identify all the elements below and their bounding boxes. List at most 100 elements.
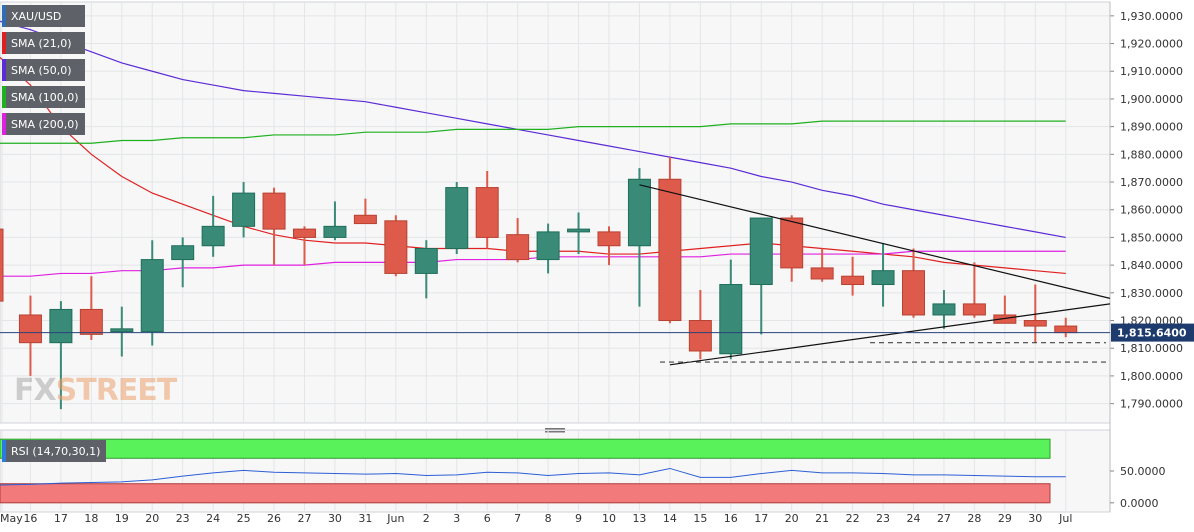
legend-swatch-icon [2, 440, 6, 462]
y-tick-label: 1,910.0000 [1120, 65, 1183, 78]
legend-item-sma21[interactable]: SMA (21,0) [2, 32, 85, 54]
candle-body [688, 320, 712, 352]
y-tick-label: 1,830.0000 [1120, 287, 1183, 300]
y-tick-label: 1,810.0000 [1120, 342, 1183, 355]
legend-swatch-icon [2, 86, 6, 108]
x-tick-label: 26 [267, 512, 281, 525]
x-tick-label: 21 [815, 512, 829, 525]
candle-body [445, 187, 469, 250]
x-tick-label: 19 [115, 512, 129, 525]
x-tick-label: Jun [386, 512, 404, 525]
rsi-overbought-zone [0, 438, 1051, 459]
candle-body [871, 270, 895, 286]
x-tick-label: 27 [298, 512, 312, 525]
x-tick-label: 2 [423, 512, 430, 525]
candle-body [384, 220, 408, 274]
x-tick-label: 9 [575, 512, 582, 525]
candle-body [18, 314, 42, 344]
sma-line [0, 20, 1066, 239]
triangle-upper-trendline [639, 184, 1111, 299]
x-tick-label: 24 [206, 512, 220, 525]
candle-body [993, 314, 1017, 324]
candle-body [475, 187, 499, 238]
legend-item-sma200[interactable]: SMA (200,0) [2, 113, 85, 135]
y-tick-label: 1,870.0000 [1120, 176, 1183, 189]
y-tick-label: 1,790.0000 [1120, 398, 1183, 411]
candle-body [506, 234, 530, 261]
y-tick-label: 1,920.0000 [1120, 38, 1183, 51]
x-tick-label: 14 [663, 512, 677, 525]
candle-body [749, 217, 773, 286]
x-tick-label: 31 [358, 512, 372, 525]
rsi-legend-item[interactable]: RSI (14,70,30,1) [2, 440, 107, 462]
rsi-y-tick-label: 0.0000 [1120, 497, 1159, 510]
candle-body [323, 225, 347, 238]
rsi-oversold-zone [0, 483, 1051, 504]
candle-body [140, 259, 164, 333]
candle-body [262, 192, 286, 230]
legend-swatch-icon [2, 5, 6, 27]
x-tick-label: 15 [693, 512, 707, 525]
fxstreet-logo: FXSTREET [14, 373, 177, 408]
x-tick-label: May [0, 512, 23, 525]
x-tick-label: 13 [632, 512, 646, 525]
y-tick-label: 1,860.0000 [1120, 204, 1183, 217]
x-tick-label: 24 [907, 512, 921, 525]
y-tick-label: 1,850.0000 [1120, 231, 1183, 244]
x-tick-label: 17 [754, 512, 768, 525]
candle-body [567, 228, 591, 233]
legend-swatch-icon [2, 59, 6, 81]
candle-body [79, 308, 103, 335]
legend-item-sma50[interactable]: SMA (50,0) [2, 59, 85, 81]
legend-label: SMA (21,0) [11, 36, 72, 50]
legend-item-xauusd[interactable]: XAU/USD [2, 5, 85, 27]
sma-line [0, 120, 1066, 144]
x-tick-label: 18 [84, 512, 98, 525]
x-tick-label: 16 [724, 512, 738, 525]
x-tick-label: 25 [237, 512, 251, 525]
rsi-label-text: RSI (14,70,30,1) [11, 444, 101, 458]
candle-body [627, 178, 651, 247]
last-price-tag [1111, 323, 1194, 342]
candle-body [353, 214, 377, 225]
x-tick-label: 28 [967, 512, 981, 525]
pane-splitter-handle [545, 431, 565, 433]
x-tick-label: 16 [23, 512, 37, 525]
x-tick-label: 27 [937, 512, 951, 525]
x-tick-label: 8 [545, 512, 552, 525]
candle-body [719, 284, 743, 355]
candle-body [932, 303, 956, 316]
legend-label: SMA (200,0) [11, 117, 79, 131]
candle-body [49, 308, 73, 344]
x-tick-label: 29 [998, 512, 1012, 525]
candle-body [841, 275, 865, 286]
candle-body [962, 303, 986, 316]
sma-line [0, 250, 1066, 277]
candle-body [902, 270, 925, 316]
y-tick-label: 1,880.0000 [1120, 148, 1183, 161]
x-tick-label: 22 [846, 512, 860, 525]
candle-body [414, 248, 438, 274]
x-tick-label: 30 [328, 512, 342, 525]
candle-body [658, 178, 682, 322]
pane-splitter-handle [545, 428, 565, 430]
sma-line [0, 56, 1066, 275]
x-tick-label: 30 [1028, 512, 1042, 525]
candle-body [110, 328, 134, 333]
x-tick-label: 6 [484, 512, 491, 525]
candle-body [1054, 325, 1078, 334]
candle-body [232, 192, 256, 227]
x-tick-label: 3 [453, 512, 460, 525]
legend-swatch-icon [2, 113, 6, 135]
candle-body [536, 231, 560, 261]
x-tick-label: 7 [514, 512, 521, 525]
chart-legend: XAU/USD SMA (21,0) SMA (50,0) SMA (100,0… [2, 5, 85, 140]
legend-label: SMA (100,0) [11, 90, 79, 104]
candle-body [0, 228, 4, 302]
legend-label: XAU/USD [11, 9, 62, 23]
legend-item-sma100[interactable]: SMA (100,0) [2, 86, 85, 108]
x-tick-label: 20 [145, 512, 159, 525]
x-tick-label: 17 [54, 512, 68, 525]
candle-body [171, 245, 195, 261]
